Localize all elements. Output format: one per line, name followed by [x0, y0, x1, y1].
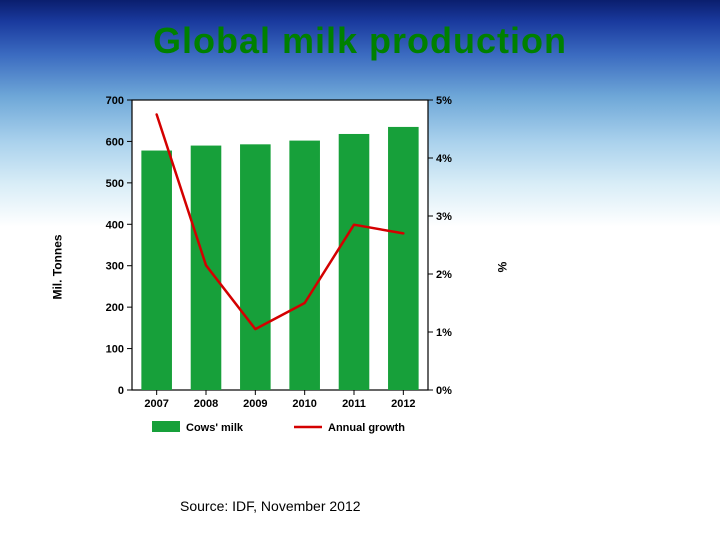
x-tick-label: 2011: [342, 398, 366, 410]
bar: [191, 146, 222, 390]
chart-svg: 0 100 200 300 400 500 600 700 0% 1% 2% 3% 4% 5% 2007 20…: [80, 92, 480, 442]
bar: [289, 141, 320, 390]
y1-tick-label: 400: [106, 219, 124, 231]
y2-tick-label: 3%: [436, 211, 452, 223]
y1-tick-label: 300: [106, 261, 124, 273]
y2-tick-label: 2%: [436, 269, 452, 281]
y2-tick-label: 0%: [436, 385, 452, 397]
y1-tick-label: 200: [106, 302, 124, 314]
y1-tick-label: 600: [106, 136, 124, 148]
source-text: Source: IDF, November 2012: [180, 498, 361, 514]
legend-line-label: Annual growth: [328, 422, 405, 434]
page-title: Global milk production: [0, 20, 720, 62]
y2-tick-label: 5%: [436, 95, 452, 107]
y2-axis-label-wrap: %: [492, 92, 512, 442]
x-tick-label: 2008: [194, 398, 218, 410]
y2-tick-label: 1%: [436, 327, 452, 339]
y2-tick-label: 4%: [436, 153, 452, 165]
bar: [388, 127, 419, 390]
y1-tick-label: 100: [106, 344, 124, 356]
x-tick-label: 2009: [243, 398, 267, 410]
y1-tick-label: 0: [118, 385, 124, 397]
y2-axis-label: %: [495, 262, 509, 273]
y1-tick-label: 500: [106, 178, 124, 190]
bar: [141, 151, 172, 390]
chart: 0 100 200 300 400 500 600 700 0% 1% 2% 3% 4% 5% 2007 20…: [80, 92, 480, 442]
slide: Global milk production Mil. Tonnes % 0 10…: [0, 0, 720, 540]
plot-area: [132, 100, 428, 390]
y1-axis-label-wrap: Mil. Tonnes: [48, 92, 68, 442]
y1-axis-label: Mil. Tonnes: [51, 234, 65, 299]
legend-bar-swatch: [152, 421, 180, 432]
x-tick-label: 2007: [144, 398, 168, 410]
y1-tick-label: 700: [106, 95, 124, 107]
x-tick-label: 2010: [292, 398, 316, 410]
bar: [240, 144, 271, 390]
bar: [339, 134, 370, 390]
x-tick-label: 2012: [391, 398, 415, 410]
legend-bar-label: Cows' milk: [186, 422, 244, 434]
